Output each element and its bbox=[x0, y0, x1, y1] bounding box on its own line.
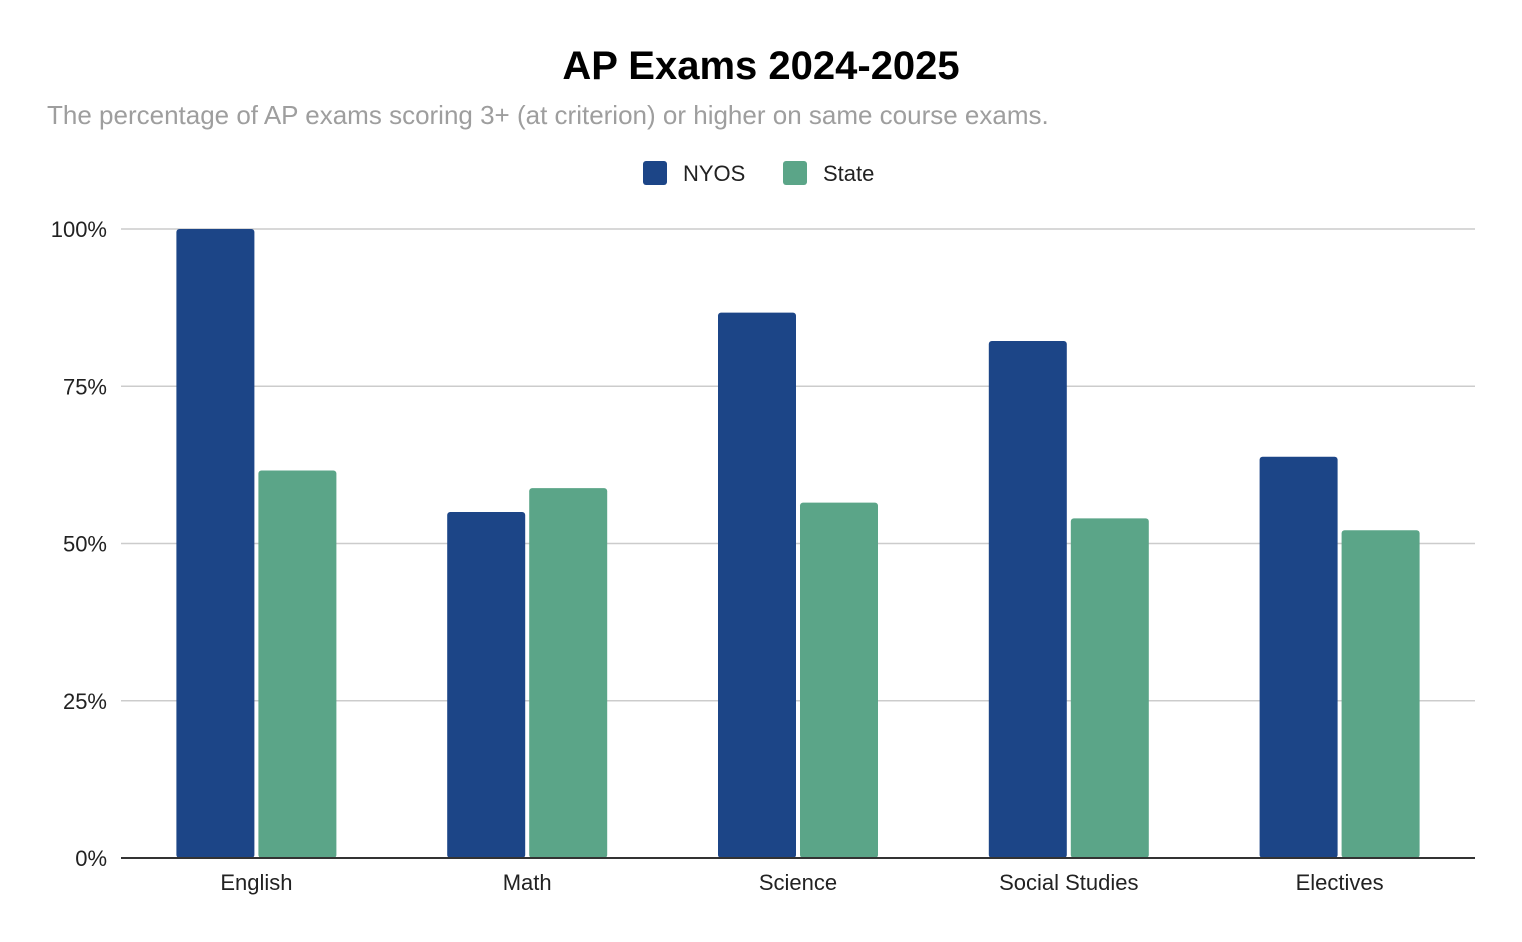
bar-state-math bbox=[529, 488, 608, 858]
bars bbox=[176, 229, 1420, 859]
gridlines bbox=[121, 228, 1475, 702]
legend: NYOS State bbox=[643, 161, 874, 186]
chart-title: AP Exams 2024-2025 bbox=[562, 44, 959, 88]
legend-swatch-state bbox=[783, 161, 807, 185]
bar-nyos-social-studies bbox=[988, 340, 1067, 858]
x-category-label: English bbox=[220, 870, 292, 895]
x-category-label: Social Studies bbox=[999, 870, 1138, 895]
y-tick-label: 100% bbox=[51, 217, 107, 242]
bar-nyos-science bbox=[718, 312, 796, 859]
x-category-label: Science bbox=[759, 870, 837, 895]
y-tick-label: 0% bbox=[75, 846, 107, 871]
legend-label-state: State bbox=[823, 161, 874, 186]
chart-subtitle: The percentage of AP exams scoring 3+ (a… bbox=[47, 100, 1049, 130]
y-tick-label: 50% bbox=[63, 532, 107, 557]
bar-state-social-studies bbox=[1070, 518, 1149, 858]
bar-state-science bbox=[800, 502, 878, 858]
bar-state-electives bbox=[1341, 530, 1420, 858]
x-category-label: Math bbox=[503, 870, 552, 895]
legend-swatch-nyos bbox=[643, 161, 667, 185]
y-tick-label: 25% bbox=[63, 689, 107, 714]
bar-nyos-math bbox=[447, 512, 526, 858]
legend-label-nyos: NYOS bbox=[683, 161, 745, 186]
y-tick-label: 75% bbox=[63, 374, 107, 399]
bar-nyos-electives bbox=[1259, 456, 1338, 858]
y-axis-ticks: 0% 25% 50% 75% 100% bbox=[51, 217, 107, 871]
x-axis-labels: English Math Science Social Studies Elective… bbox=[220, 870, 1383, 895]
bar-nyos-english bbox=[176, 229, 255, 858]
bar-state-english bbox=[258, 470, 337, 858]
x-category-label: Electives bbox=[1296, 870, 1384, 895]
